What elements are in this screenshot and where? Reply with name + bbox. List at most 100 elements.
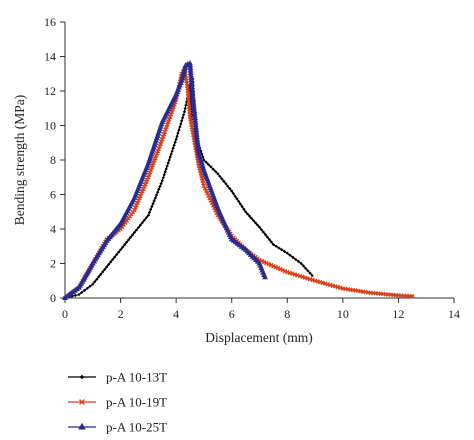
data-point bbox=[190, 100, 197, 106]
y-tick-label: 6 bbox=[50, 188, 56, 202]
data-point bbox=[192, 114, 198, 121]
x-tick-label: 6 bbox=[229, 307, 235, 321]
data-point bbox=[213, 169, 218, 174]
x-tick-label: 12 bbox=[392, 307, 404, 321]
data-point bbox=[118, 248, 123, 252]
data-point bbox=[285, 251, 289, 255]
data-point bbox=[238, 202, 243, 206]
data-point bbox=[187, 71, 194, 78]
data-point bbox=[73, 293, 78, 298]
data-point bbox=[192, 119, 199, 125]
data-point bbox=[140, 220, 145, 225]
data-point bbox=[193, 131, 200, 137]
x-tick-label: 4 bbox=[173, 307, 179, 321]
series-layer bbox=[62, 60, 415, 301]
data-point bbox=[191, 112, 198, 118]
data-point bbox=[201, 183, 207, 189]
data-point bbox=[243, 210, 248, 214]
data-point bbox=[184, 103, 188, 107]
data-point bbox=[165, 164, 169, 168]
data-point bbox=[209, 165, 213, 169]
data-point bbox=[282, 249, 287, 254]
y-tick-label: 8 bbox=[50, 153, 56, 167]
data-point bbox=[191, 110, 198, 116]
data-point bbox=[103, 267, 107, 272]
data-point bbox=[280, 248, 284, 252]
data-point bbox=[187, 62, 194, 68]
data-point bbox=[231, 191, 236, 196]
data-point bbox=[249, 216, 254, 221]
data-point bbox=[195, 145, 202, 151]
data-point bbox=[170, 149, 174, 153]
data-point bbox=[180, 119, 184, 123]
data-point bbox=[203, 188, 209, 194]
data-point bbox=[144, 216, 149, 220]
data-point bbox=[202, 158, 206, 162]
data-point bbox=[181, 113, 186, 117]
data-point bbox=[193, 133, 200, 140]
data-point bbox=[99, 272, 103, 276]
data-point bbox=[97, 275, 101, 279]
data-point bbox=[209, 200, 215, 206]
data-point bbox=[167, 158, 171, 162]
data-point bbox=[194, 140, 201, 147]
data-point bbox=[240, 204, 244, 209]
data-point bbox=[188, 79, 195, 85]
data-point bbox=[126, 238, 131, 242]
data-point bbox=[188, 81, 195, 87]
x-tick-label: 14 bbox=[448, 307, 460, 321]
data-point bbox=[253, 221, 258, 225]
data-point bbox=[163, 170, 167, 174]
data-point bbox=[177, 128, 181, 132]
data-point bbox=[151, 202, 155, 206]
data-point bbox=[211, 167, 215, 171]
data-point bbox=[201, 155, 205, 159]
data-point bbox=[190, 102, 197, 109]
legend-label: p-A 10-19T bbox=[106, 395, 167, 410]
data-point bbox=[190, 98, 197, 104]
data-point bbox=[192, 117, 199, 123]
data-point bbox=[277, 246, 281, 250]
data-point bbox=[293, 257, 298, 262]
data-point bbox=[166, 161, 170, 165]
data-point bbox=[95, 277, 99, 281]
data-point bbox=[158, 184, 162, 189]
data-point bbox=[222, 179, 226, 183]
data-point bbox=[190, 107, 194, 111]
data-point bbox=[274, 244, 278, 248]
data-point bbox=[160, 179, 164, 183]
data-point bbox=[105, 265, 109, 269]
y-tick-label: 2 bbox=[50, 257, 56, 271]
series-line bbox=[64, 66, 413, 299]
data-point bbox=[224, 182, 228, 186]
x-ticks: 0 2 4 6 8 10 12 14 bbox=[62, 298, 460, 321]
data-point bbox=[245, 212, 250, 216]
data-point bbox=[218, 174, 222, 178]
data-point bbox=[138, 223, 143, 227]
data-point bbox=[187, 67, 194, 73]
data-point bbox=[134, 228, 139, 232]
data-point bbox=[142, 218, 147, 222]
data-point bbox=[157, 187, 161, 191]
data-point bbox=[168, 155, 172, 159]
y-ticks: 0 2 4 6 8 10 12 14 16 bbox=[44, 15, 65, 305]
legend-label: p-A 10-25T bbox=[106, 420, 167, 435]
legend-item: p-A 10-19T bbox=[68, 395, 167, 410]
data-point bbox=[116, 250, 121, 254]
data-point bbox=[206, 162, 211, 167]
legend-marker bbox=[79, 399, 85, 405]
data-point bbox=[233, 194, 237, 198]
axes bbox=[64, 22, 454, 299]
data-point bbox=[204, 160, 208, 164]
data-point bbox=[152, 199, 156, 203]
data-point bbox=[190, 110, 194, 114]
legend-item: p-A 10-25T bbox=[68, 420, 167, 435]
data-point bbox=[149, 207, 153, 212]
data-point bbox=[265, 235, 270, 239]
data-point bbox=[296, 259, 301, 264]
data-point bbox=[114, 252, 119, 257]
data-point bbox=[162, 173, 166, 177]
data-point bbox=[175, 134, 179, 138]
data-point bbox=[194, 136, 201, 142]
data-point bbox=[190, 95, 197, 102]
